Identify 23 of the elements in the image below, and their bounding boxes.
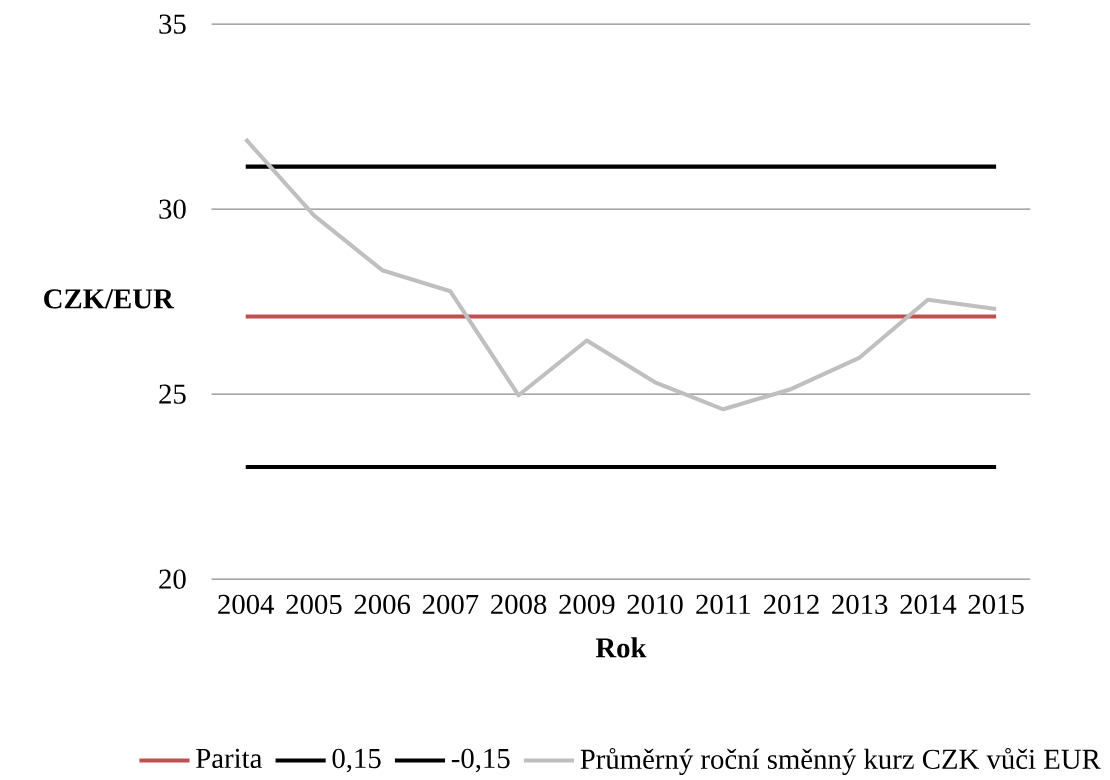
y-axis-title: CZK/EUR [44, 289, 175, 309]
y-tick-label: 30 [159, 199, 186, 219]
legend-label: Parita [196, 748, 263, 768]
legend-label: -0,15 [451, 748, 510, 773]
line-series [243, 136, 999, 412]
x-tick-label: 2013 [832, 594, 888, 614]
x-tick-label: 2011 [696, 594, 750, 614]
x-tick-label: 2007 [422, 594, 479, 614]
x-tick-label: 2005 [286, 594, 342, 614]
x-tick-label: 2008 [491, 594, 547, 614]
x-tick-label: 2010 [627, 594, 683, 614]
x-tick-label: 2012 [763, 594, 819, 614]
x-axis-title: Rok [595, 637, 647, 658]
x-tick-label: 2004 [218, 594, 275, 614]
x-tick-label: 2009 [559, 594, 615, 614]
legend-label: Průměrný roční směnný kurz CZK vůči EUR [580, 747, 1101, 775]
x-tick-label: 2006 [354, 594, 411, 614]
x-tick-label: 2015 [968, 594, 1024, 614]
y-tick-label: 25 [159, 384, 186, 404]
y-tick-label: 35 [159, 14, 186, 34]
legend-label: 0,15 [332, 748, 381, 773]
y-tick-label: 20 [159, 569, 186, 589]
x-tick-label: 2014 [900, 594, 957, 614]
